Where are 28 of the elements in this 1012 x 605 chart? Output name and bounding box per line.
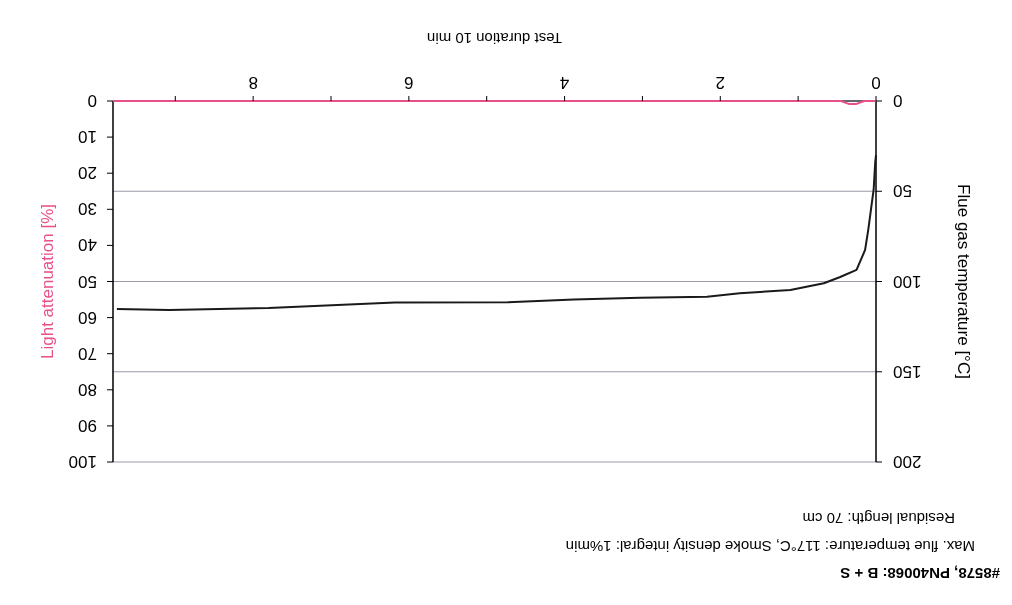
x-tick-label: 2 [715, 73, 726, 93]
x-tick-label: 4 [559, 73, 570, 93]
y2-tick-label: 90 [78, 415, 97, 435]
text: #8578, PN40068: B + S [840, 565, 1000, 582]
y2-tick-label: 50 [78, 271, 97, 291]
y2-tick-label: 80 [78, 379, 97, 399]
text: Max. flue temperature: 117°C, Smoke density integral: 1%min [565, 538, 975, 555]
y-tick-label: 0 [893, 91, 903, 111]
x-tick-label: 8 [248, 73, 258, 93]
y-tick-label: 50 [893, 181, 912, 201]
x-axis-title: Test duration 10 min [426, 30, 563, 47]
x-tick-label: 0 [871, 73, 881, 93]
y2-tick-label: 0 [87, 91, 97, 111]
x-tick-label: 6 [404, 73, 414, 93]
y2-tick-label: 40 [78, 235, 97, 255]
y2-axis-title: Light attenuation [%] [38, 203, 57, 360]
y2-tick-label: 100 [68, 452, 97, 472]
y2-tick-label: 20 [78, 163, 97, 183]
y-tick-label: 100 [893, 271, 922, 291]
y-tick-label: 200 [893, 452, 922, 472]
y2-tick-label: 60 [78, 307, 97, 327]
y2-tick-label: 30 [78, 199, 97, 219]
y-axis-title: Flue gas temperature [°C] [954, 184, 973, 379]
y-tick-label: 150 [893, 361, 922, 381]
text: Residual length: 70 cm [802, 510, 955, 527]
y2-tick-label: 10 [78, 127, 97, 147]
line-series [115, 154, 877, 312]
y2-tick-label: 70 [78, 343, 97, 363]
